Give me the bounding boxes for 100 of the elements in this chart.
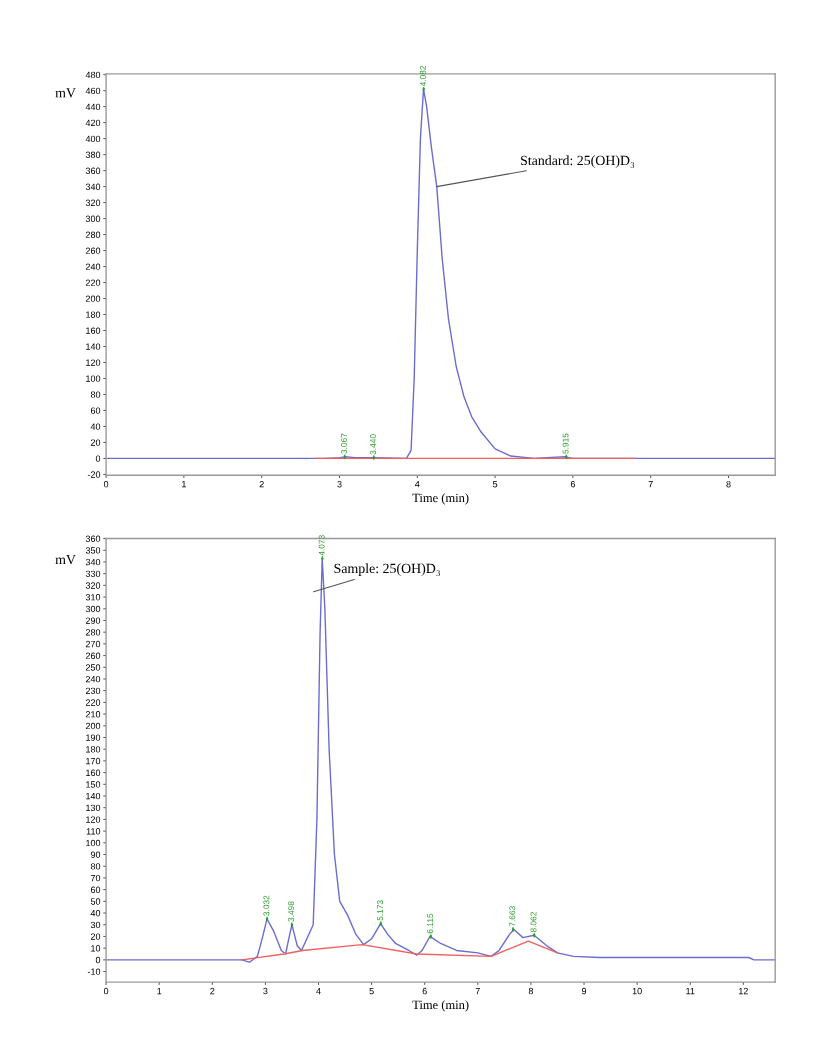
x-tick-label: 5 — [492, 481, 498, 488]
x-tick-label: 3 — [263, 987, 268, 995]
annotation: 5.915 — [562, 433, 569, 454]
y-tick-label: 60 — [90, 886, 101, 893]
line-series — [240, 940, 559, 961]
x-tick-label: 8 — [528, 987, 534, 995]
y-tick-label: 120 — [86, 359, 101, 366]
x-tick-label: 11 — [686, 987, 695, 995]
annotation: 7.663 — [509, 906, 516, 927]
y-tick-label: 10 — [91, 945, 101, 952]
y-tick-label: 360 — [85, 535, 101, 542]
x-tick-label: 12 — [739, 987, 748, 995]
x-tick-label: 0 — [103, 480, 109, 488]
y-tick-label: 320 — [85, 199, 101, 206]
y-tick-label: 380 — [85, 151, 101, 159]
y-tick-label: 30 — [90, 921, 101, 929]
x-tick-label: 6 — [422, 987, 427, 995]
y-tick-label: 160 — [86, 769, 101, 776]
y-tick-label: 310 — [85, 594, 101, 601]
y-tick-label: 230 — [85, 687, 101, 695]
y-tick-label: 90 — [90, 851, 101, 858]
annotation: Standard: 25(OH)D₃ — [521, 155, 635, 168]
y-tick-label: 130 — [86, 804, 101, 812]
y-tick-label: 360 — [85, 167, 101, 174]
y-tick-label: 120 — [86, 816, 101, 823]
y-tick-label: 480 — [85, 71, 101, 79]
y-tick-label: 250 — [85, 664, 101, 671]
x-tick-label: 1 — [157, 987, 162, 995]
y-tick-label: 440 — [85, 103, 101, 111]
y-tick-label: 400 — [85, 135, 101, 143]
y-tick-label: 180 — [86, 311, 101, 318]
y-tick-label: 160 — [86, 327, 101, 334]
y-tick-label: 220 — [85, 279, 101, 286]
x-tick-label: 1 — [182, 481, 186, 488]
y-tick-label: 420 — [85, 119, 101, 127]
y-tick-label: 140 — [86, 343, 101, 350]
y-tick-label: 220 — [85, 699, 101, 706]
y-tick-label: 260 — [85, 247, 101, 254]
x-tick-label: 2 — [210, 987, 215, 995]
x-tick-label: 7 — [648, 481, 653, 488]
x-tick-label: 8 — [726, 480, 731, 488]
y-tick-label: 260 — [85, 652, 101, 659]
x-tick-label: 2 — [259, 480, 264, 488]
y-tick-label: 40 — [90, 910, 101, 917]
y-tick-label: -20 — [87, 471, 101, 478]
y-tick-label: 80 — [90, 863, 101, 870]
annotation: 4.073 — [318, 535, 325, 556]
y-tick-label: 200 — [85, 722, 101, 730]
x-tick-label: 6 — [570, 480, 576, 488]
y-tick-label: 110 — [86, 828, 101, 835]
y-tick-label: 0 — [95, 455, 101, 462]
x-tick-label: 7 — [475, 987, 480, 995]
y-tick-label: 280 — [85, 629, 101, 636]
annotation: 6.115 — [427, 913, 434, 934]
y-tick-label: -10 — [87, 968, 101, 975]
x-tick-label: 3 — [337, 480, 342, 488]
annotation: Sample: 25(OH)D₃ — [334, 563, 440, 576]
annotation: 3.067 — [341, 433, 347, 454]
x-tick-label: 0 — [103, 987, 109, 995]
y-tick-label: 300 — [85, 215, 101, 222]
y-axis-title: mV — [55, 554, 76, 565]
y-tick-label: 170 — [86, 757, 101, 765]
annotation: 8.062 — [530, 912, 537, 933]
x-axis-title: Time (min) — [412, 1000, 469, 1012]
y-tick-label: 20 — [90, 439, 101, 446]
y-tick-label: 210 — [85, 711, 101, 718]
y-tick-label: 20 — [90, 933, 101, 940]
y-tick-label: 100 — [86, 839, 101, 847]
y-tick-label: 200 — [85, 295, 101, 302]
x-tick-label: 4 — [316, 987, 321, 995]
y-tick-label: 100 — [86, 375, 101, 382]
y-tick-label: 40 — [90, 423, 101, 430]
x-tick-label: 10 — [632, 987, 642, 995]
y-tick-label: 330 — [85, 570, 101, 578]
annotation: 3.032 — [263, 895, 270, 916]
y-axis-title: mV — [55, 88, 76, 98]
y-tick-label: 340 — [85, 558, 101, 566]
y-tick-label: 240 — [85, 675, 101, 683]
y-tick-label: 300 — [85, 605, 101, 613]
y-tick-label: 50 — [90, 898, 101, 905]
y-tick-label: 340 — [85, 183, 101, 190]
y-tick-label: 270 — [85, 640, 101, 648]
y-tick-label: 0 — [95, 956, 101, 964]
y-tick-label: 180 — [86, 746, 101, 753]
x-axis-title: Time (min) — [412, 493, 469, 505]
y-tick-label: 460 — [85, 87, 101, 95]
annotation: 3.498 — [288, 901, 295, 922]
y-tick-label: 70 — [90, 874, 101, 882]
x-tick-label: 9 — [581, 987, 587, 995]
y-tick-label: 320 — [85, 582, 101, 589]
x-tick-label: 4 — [415, 481, 420, 488]
y-tick-label: 140 — [86, 792, 101, 800]
y-tick-label: 190 — [86, 734, 101, 741]
y-tick-label: 60 — [90, 407, 101, 414]
y-tick-label: 280 — [85, 231, 101, 238]
annotation: 3.440 — [370, 434, 376, 455]
y-tick-label: 80 — [90, 391, 101, 398]
annotation: 4.082 — [420, 65, 426, 87]
x-tick-label: 5 — [369, 987, 374, 995]
y-tick-label: 290 — [85, 617, 101, 624]
